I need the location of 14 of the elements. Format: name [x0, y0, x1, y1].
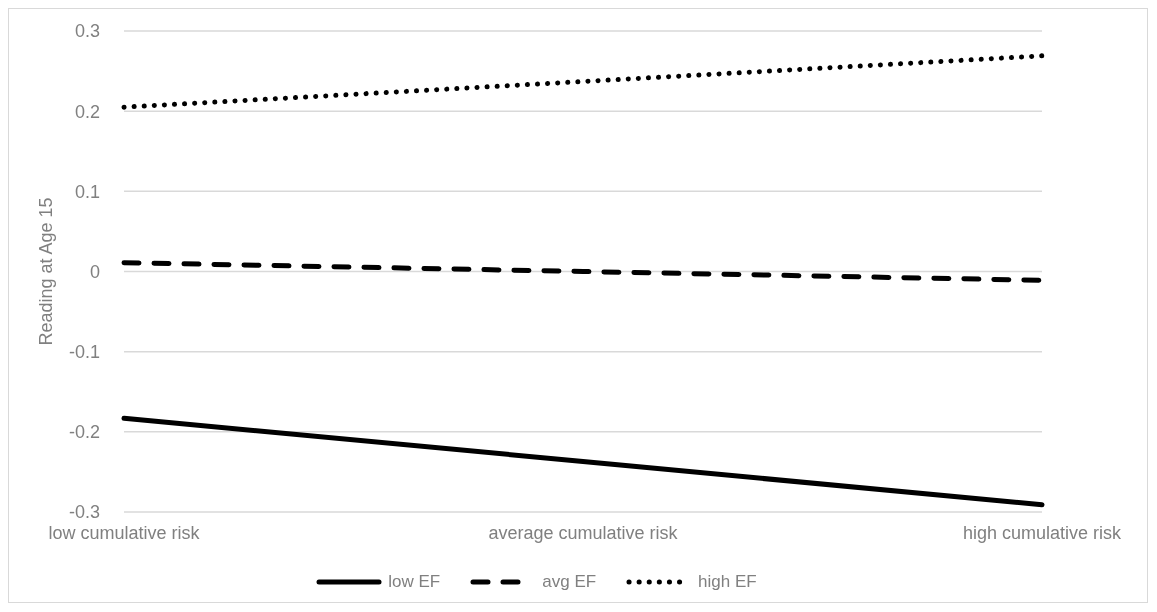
x-tick-label: high cumulative risk — [962, 522, 1123, 543]
legend-label: high EF — [698, 572, 757, 592]
y-tick-label: -0.1 — [68, 342, 100, 363]
y-axis-title: Reading at Age 15 — [36, 197, 57, 346]
y-tick-label: -0.3 — [68, 502, 100, 523]
x-tick-label: low cumulative risk — [48, 522, 201, 543]
y-tick-label: 0.2 — [74, 101, 100, 122]
legend-label: avg EF — [542, 572, 597, 592]
y-tick-label: 0 — [89, 261, 100, 282]
y-tick-label: 0.1 — [74, 181, 100, 202]
y-tick-label: 0.3 — [74, 21, 100, 42]
legend-label: low EF — [388, 572, 441, 592]
x-tick-label: average cumulative risk — [488, 522, 679, 543]
y-tick-label: -0.2 — [68, 422, 100, 443]
